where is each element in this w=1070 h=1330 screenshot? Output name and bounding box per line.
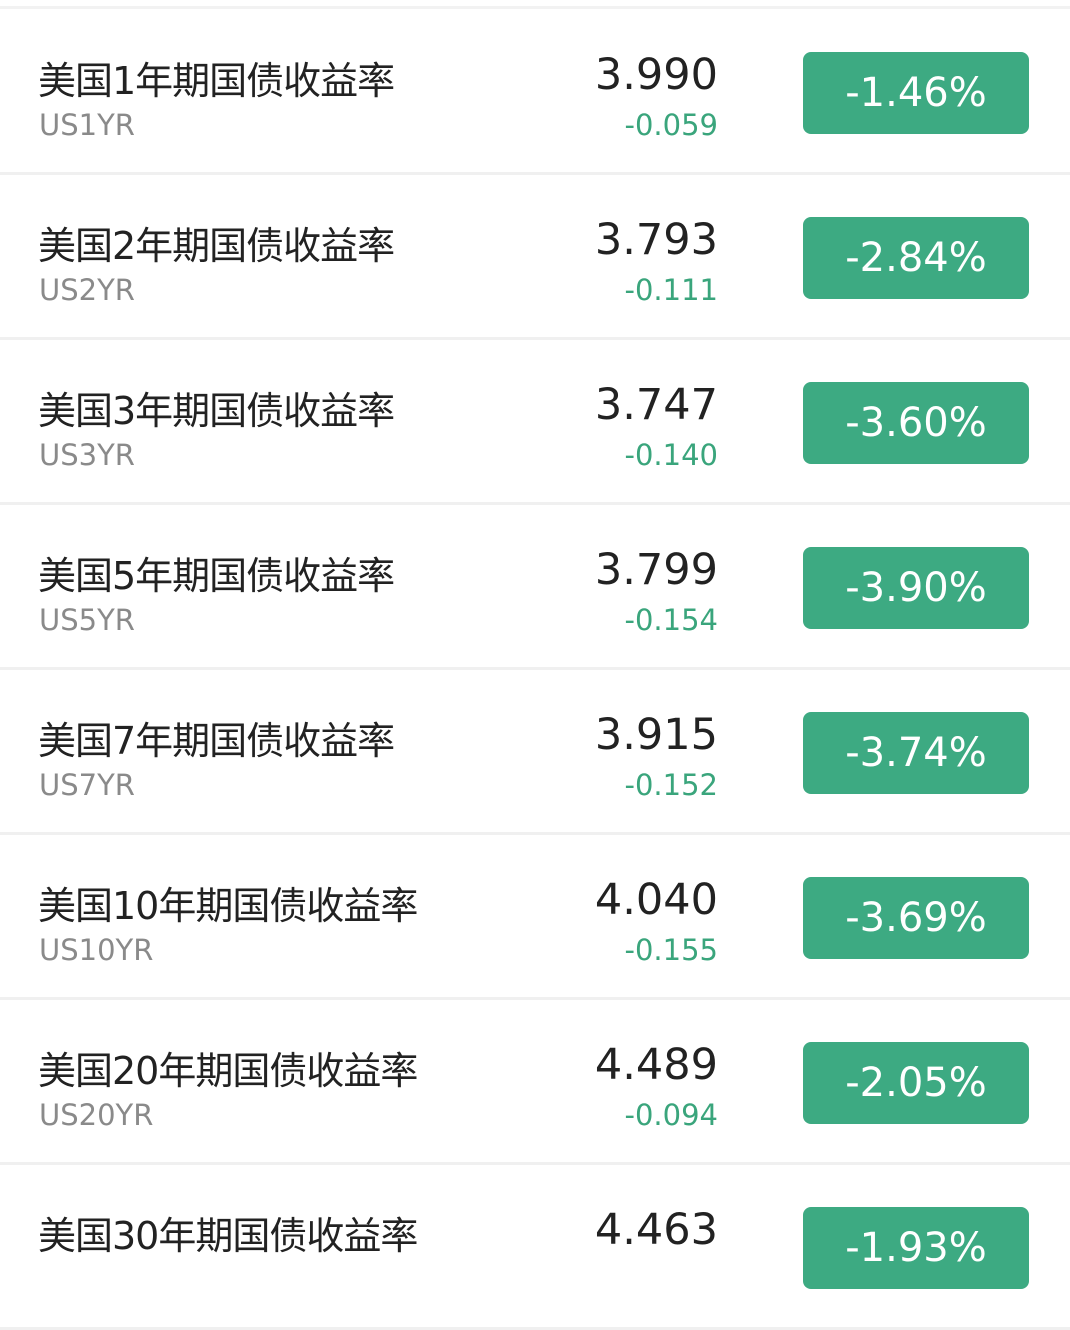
percent-change-badge[interactable]: -2.05% bbox=[803, 1042, 1029, 1124]
yield-change: -0.155 bbox=[624, 933, 719, 967]
percent-change-badge[interactable]: -3.69% bbox=[803, 877, 1029, 959]
yield-change: -0.094 bbox=[624, 1098, 719, 1132]
bond-yield: 4.463 bbox=[594, 1205, 718, 1255]
bond-row[interactable]: 美国20年期国债收益率 US20YR 4.489 -0.094 -2.05% bbox=[0, 1000, 1070, 1165]
bond-yield: 3.915 bbox=[594, 710, 718, 760]
bond-name: 美国30年期国债收益率 bbox=[38, 1214, 418, 1258]
bond-code: US3YR bbox=[39, 438, 135, 472]
bond-name: 美国7年期国债收益率 bbox=[38, 719, 395, 763]
bond-name: 美国10年期国债收益率 bbox=[38, 884, 418, 928]
bond-row[interactable]: 美国30年期国债收益率 4.463 -1.93% bbox=[0, 1165, 1070, 1330]
percent-change-badge[interactable]: -3.74% bbox=[803, 712, 1029, 794]
bond-name: 美国5年期国债收益率 bbox=[38, 554, 395, 598]
percent-change-badge[interactable]: -2.84% bbox=[803, 217, 1029, 299]
bond-code: US7YR bbox=[39, 768, 135, 802]
bond-row[interactable]: 美国5年期国债收益率 US5YR 3.799 -0.154 -3.90% bbox=[0, 505, 1070, 670]
percent-change-badge[interactable]: -1.46% bbox=[803, 52, 1029, 134]
bond-code: US20YR bbox=[39, 1098, 154, 1132]
bond-name: 美国2年期国债收益率 bbox=[38, 224, 395, 268]
bond-code: US5YR bbox=[39, 603, 135, 637]
percent-change-badge[interactable]: -1.93% bbox=[803, 1207, 1029, 1289]
bond-name: 美国1年期国债收益率 bbox=[38, 59, 395, 103]
bond-yield: 3.799 bbox=[594, 545, 718, 595]
bond-row[interactable]: 美国10年期国债收益率 US10YR 4.040 -0.155 -3.69% bbox=[0, 835, 1070, 1000]
yield-change: -0.154 bbox=[624, 603, 719, 637]
yield-change: -0.140 bbox=[624, 438, 719, 472]
bond-code: US2YR bbox=[39, 273, 135, 307]
bond-yield: 3.793 bbox=[594, 215, 718, 265]
bond-row[interactable]: 美国1年期国债收益率 US1YR 3.990 -0.059 -1.46% bbox=[0, 10, 1070, 175]
percent-change-badge[interactable]: -3.60% bbox=[803, 382, 1029, 464]
bond-row[interactable]: 美国7年期国债收益率 US7YR 3.915 -0.152 -3.74% bbox=[0, 670, 1070, 835]
bond-name: 美国3年期国债收益率 bbox=[38, 389, 395, 433]
yield-change: -0.152 bbox=[624, 768, 719, 802]
percent-change-badge[interactable]: -3.90% bbox=[803, 547, 1029, 629]
yield-change: -0.111 bbox=[624, 273, 719, 307]
bond-code: US1YR bbox=[39, 108, 135, 142]
bond-name: 美国20年期国债收益率 bbox=[38, 1049, 418, 1093]
bond-yield: 3.990 bbox=[594, 50, 718, 100]
yield-change: -0.059 bbox=[624, 108, 719, 142]
bond-code: US10YR bbox=[39, 933, 154, 967]
bond-row[interactable]: 美国3年期国债收益率 US3YR 3.747 -0.140 -3.60% bbox=[0, 340, 1070, 505]
bond-yield: 4.489 bbox=[594, 1040, 718, 1090]
divider bbox=[0, 6, 1070, 9]
bond-yield: 3.747 bbox=[594, 380, 718, 430]
bond-yield: 4.040 bbox=[594, 875, 718, 925]
bond-row[interactable]: 美国2年期国债收益率 US2YR 3.793 -0.111 -2.84% bbox=[0, 175, 1070, 340]
